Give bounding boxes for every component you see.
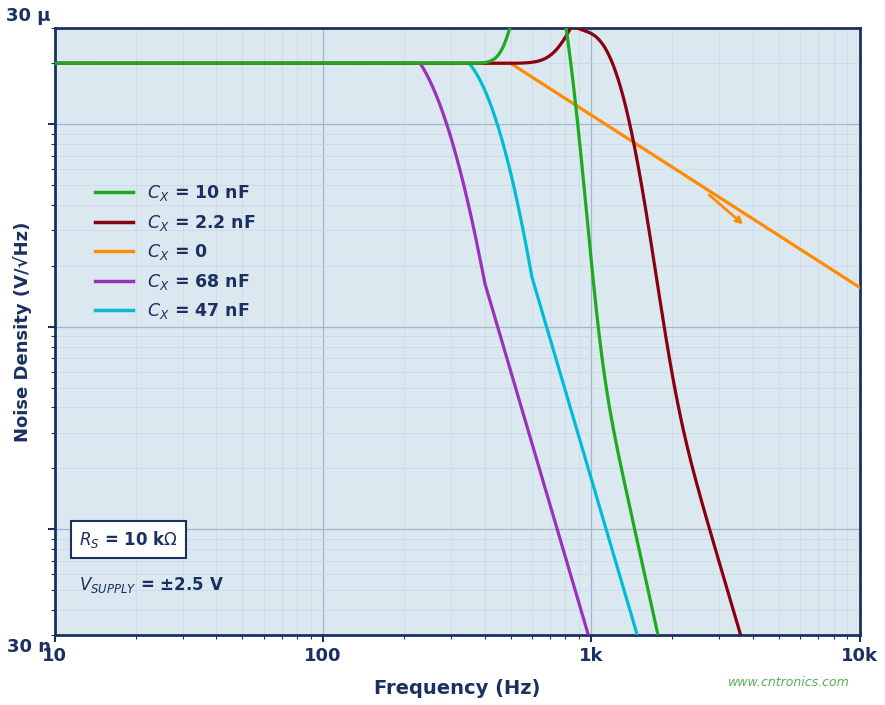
Text: www.cntronics.com: www.cntronics.com xyxy=(727,677,850,689)
Text: 30 μ: 30 μ xyxy=(6,6,50,25)
Legend: $C_X$ = 10 nF, $C_X$ = 2.2 nF, $C_X$ = 0, $C_X$ = 68 nF, $C_X$ = 47 nF: $C_X$ = 10 nF, $C_X$ = 2.2 nF, $C_X$ = 0… xyxy=(88,176,262,329)
Text: 30 n: 30 n xyxy=(7,639,50,656)
Text: $V_{SUPPLY}$ = ±2.5 V: $V_{SUPPLY}$ = ±2.5 V xyxy=(79,575,224,594)
Y-axis label: Noise Density (V/√Hz): Noise Density (V/√Hz) xyxy=(13,221,32,442)
Text: $R_S$ = 10 k$\Omega$: $R_S$ = 10 k$\Omega$ xyxy=(79,529,178,550)
X-axis label: Frequency (Hz): Frequency (Hz) xyxy=(374,679,541,698)
